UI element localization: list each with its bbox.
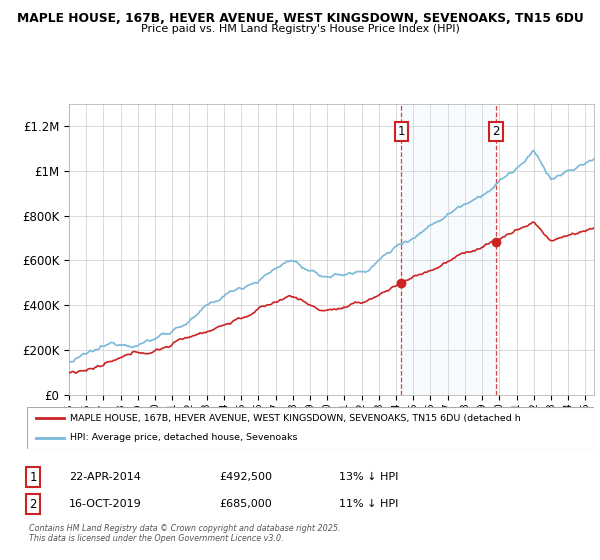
Text: 2: 2 (29, 497, 37, 511)
Text: Price paid vs. HM Land Registry's House Price Index (HPI): Price paid vs. HM Land Registry's House … (140, 24, 460, 34)
Text: 22-APR-2014: 22-APR-2014 (69, 472, 141, 482)
Text: This data is licensed under the Open Government Licence v3.0.: This data is licensed under the Open Gov… (29, 534, 283, 543)
Text: 2: 2 (492, 125, 500, 138)
Text: £492,500: £492,500 (219, 472, 272, 482)
Text: HPI: Average price, detached house, Sevenoaks: HPI: Average price, detached house, Seve… (70, 433, 297, 442)
Text: Contains HM Land Registry data © Crown copyright and database right 2025.: Contains HM Land Registry data © Crown c… (29, 524, 340, 533)
Text: 1: 1 (397, 125, 405, 138)
Text: MAPLE HOUSE, 167B, HEVER AVENUE, WEST KINGSDOWN, SEVENOAKS, TN15 6DU (detached h: MAPLE HOUSE, 167B, HEVER AVENUE, WEST KI… (70, 414, 520, 423)
Text: £685,000: £685,000 (219, 499, 272, 509)
Text: 16-OCT-2019: 16-OCT-2019 (69, 499, 142, 509)
Text: MAPLE HOUSE, 167B, HEVER AVENUE, WEST KINGSDOWN, SEVENOAKS, TN15 6DU: MAPLE HOUSE, 167B, HEVER AVENUE, WEST KI… (17, 12, 583, 25)
Text: 11% ↓ HPI: 11% ↓ HPI (339, 499, 398, 509)
Text: 13% ↓ HPI: 13% ↓ HPI (339, 472, 398, 482)
Text: 1: 1 (29, 470, 37, 484)
Bar (401, 104, 496, 395)
